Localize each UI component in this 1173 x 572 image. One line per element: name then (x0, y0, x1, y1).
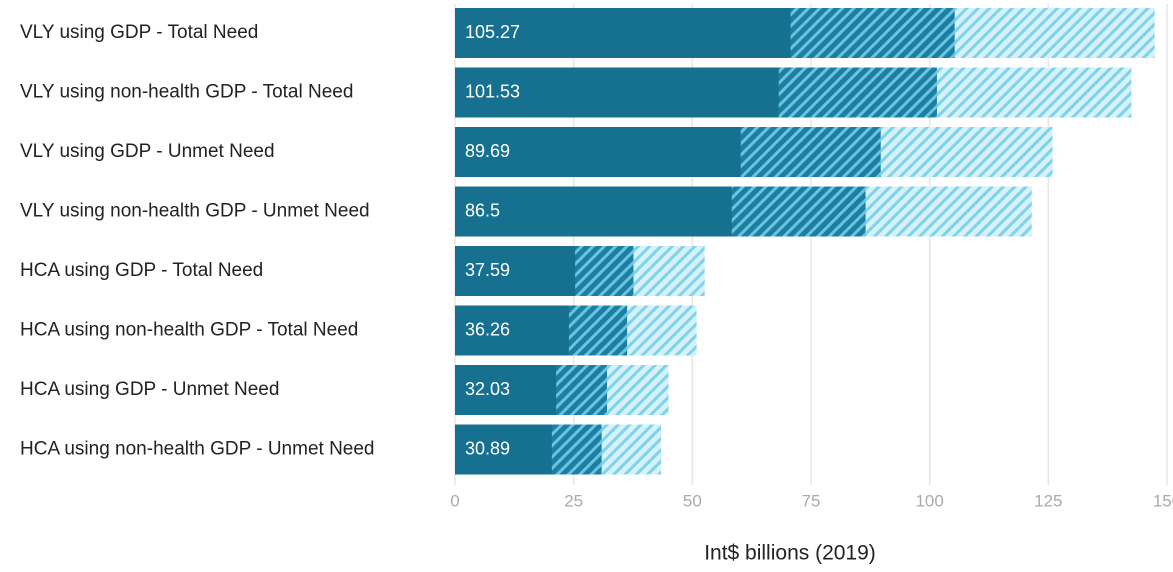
x-axis-title: Int$ billions (2019) (704, 542, 876, 565)
bar (455, 127, 741, 177)
x-tick-label: 75 (802, 491, 821, 510)
x-tick-label: 50 (683, 491, 702, 510)
value-label: 32.03 (465, 379, 510, 399)
bar (455, 246, 576, 296)
x-tick-label: 100 (915, 491, 943, 510)
x-tick-label: 0 (450, 491, 459, 510)
bar (455, 365, 557, 415)
bar (455, 305, 569, 356)
value-label: 37.59 (465, 260, 510, 280)
y-tick-label: HCA using GDP - Unmet Need (20, 379, 279, 400)
value-label: 89.69 (465, 141, 510, 161)
value-label: 36.26 (465, 319, 510, 339)
value-label: 30.89 (465, 438, 510, 458)
y-tick-label: HCA using non-health GDP - Unmet Need (20, 439, 375, 460)
y-tick-label: VLY using GDP - Total Need (20, 22, 258, 43)
y-tick-label: VLY using non-health GDP - Unmet Need (20, 201, 370, 222)
bar (455, 67, 779, 118)
bar (455, 186, 732, 237)
y-tick-label: HCA using GDP - Total Need (20, 260, 263, 281)
value-label: 101.53 (465, 81, 520, 101)
labels: 0 25 50 75 100 125 150 VLY using GDP - Total Ne… (20, 22, 1173, 511)
bar (455, 8, 791, 58)
value-label: 86.5 (465, 200, 500, 220)
y-tick-label: VLY using non-health GDP - Total Need (20, 82, 353, 103)
value-label: 105.27 (465, 22, 520, 42)
bars (455, 8, 1155, 475)
x-tick-label: 150 (1153, 491, 1173, 510)
y-tick-label: VLY using GDP - Unmet Need (20, 141, 275, 162)
bar (455, 424, 552, 475)
x-tick-label: 125 (1034, 491, 1062, 510)
x-tick-label: 25 (564, 491, 583, 510)
y-tick-label: HCA using non-health GDP - Total Need (20, 320, 358, 341)
